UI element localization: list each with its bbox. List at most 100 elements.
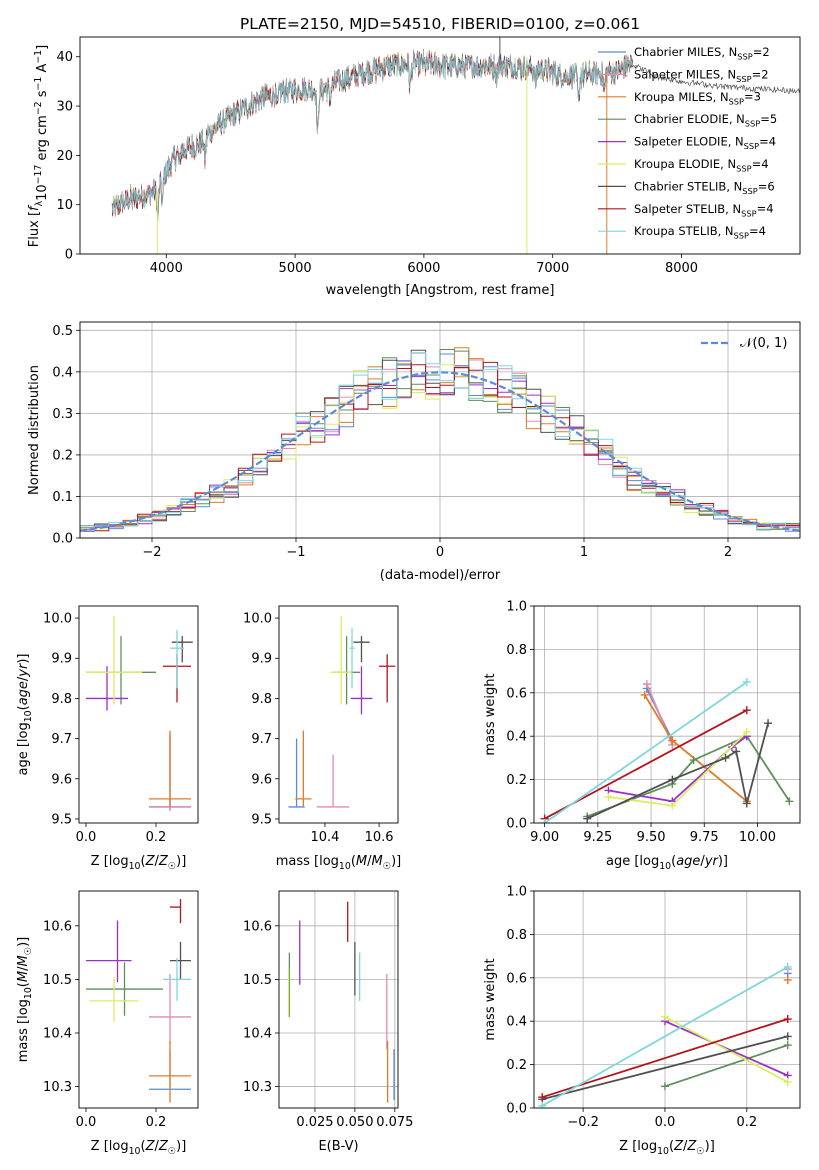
errorbar-kroupa_miles bbox=[295, 730, 312, 807]
series-marker-kroupa_stelib bbox=[540, 819, 549, 823]
z_age-xlabel-part: Z bbox=[145, 854, 156, 869]
legend-label-chabrier_stelib-part: Chabrier STELIB, N bbox=[634, 179, 742, 193]
z_mass-xlabel-part: Z bbox=[158, 1139, 169, 1154]
y-tick-label: 10.4 bbox=[243, 1026, 272, 1041]
y-tick-label: 0.3 bbox=[52, 407, 73, 422]
y-tick-label: 9.9 bbox=[51, 652, 72, 667]
x-tick-label: 6000 bbox=[407, 261, 440, 276]
series-marker-kroupa_stelib bbox=[742, 677, 751, 686]
y-tick-label: 0.0 bbox=[506, 817, 527, 832]
x-tick-label: 9.00 bbox=[530, 830, 559, 845]
z_age-ylabel-part: 10 bbox=[23, 710, 34, 722]
axes-frame bbox=[78, 605, 199, 824]
z_weight-xlabel-part: Z bbox=[686, 1139, 697, 1154]
gaussian-curve bbox=[80, 371, 800, 532]
axes-spectrum: 4000 5000 6000 7000 8000 0 10 20 30 40 wavelength … bbox=[27, 36, 801, 298]
x-tick-label: 0.2 bbox=[146, 1115, 167, 1130]
errorbar-salpeter_elodie bbox=[350, 666, 373, 715]
legend-label-kroupa_stelib: Kroupa STELIB, NSSP=4 bbox=[634, 224, 766, 241]
x-tick-label: 9.75 bbox=[690, 830, 719, 845]
z_age-ylabel-part: / bbox=[16, 676, 31, 681]
series-line-chabrier_elodie bbox=[664, 1044, 788, 1088]
y-tick-label: 0 bbox=[65, 248, 73, 263]
legend-label-chabrier_stelib-part: SSP bbox=[742, 186, 757, 196]
series-marker-chabrier_stelib bbox=[732, 747, 741, 756]
z_mass-xlabel: Z [log10(Z/Z☉)] bbox=[91, 1139, 187, 1157]
z_mass-xlabel-part: ( bbox=[141, 1139, 146, 1154]
legend-label-kroupa_stelib-part: =4 bbox=[749, 224, 766, 238]
legend-label-chabrier_elodie-part: Chabrier ELODIE, N bbox=[634, 112, 745, 126]
spectrum-ylabel-part: 10 bbox=[35, 184, 50, 201]
y-tick-label: 9.7 bbox=[251, 732, 272, 747]
legend-label-chabrier_stelib-part: =6 bbox=[758, 179, 775, 193]
y-tick-label: 10.3 bbox=[243, 1080, 272, 1095]
series-marker-kroupa_elodie bbox=[783, 1077, 792, 1086]
spectrum-model-kroupa_stelib bbox=[111, 51, 633, 222]
errorbar-chabrier_stelib bbox=[170, 941, 191, 980]
legend-label-chabrier_elodie: Chabrier ELODIE, NSSP=5 bbox=[634, 112, 777, 129]
spectrum-ylabel-part: −17 bbox=[33, 165, 44, 185]
spectrum-ylabel-part: λ bbox=[34, 200, 45, 206]
series-marker-kroupa_elodie bbox=[742, 727, 751, 736]
plot-area-residual_hist bbox=[80, 347, 800, 532]
series-line-kroupa_stelib bbox=[541, 966, 789, 1107]
spectrum-ylabel-part: −1 bbox=[33, 50, 44, 64]
errorbar-salpeter_miles bbox=[316, 754, 350, 808]
z_age-xlabel-part: 10 bbox=[129, 861, 141, 872]
legend-label-salpeter_elodie-part: Salpeter ELODIE, N bbox=[634, 135, 744, 149]
x-tick-label: 0.2 bbox=[146, 830, 167, 845]
x-tick-label: 0.025 bbox=[296, 1115, 333, 1130]
legend-label-salpeter_miles: Salpeter MILES, NSSP=2 bbox=[634, 67, 769, 84]
age_weight-xlabel-part: yr bbox=[704, 854, 720, 869]
legend-label-kroupa_miles-part: SSP bbox=[729, 96, 744, 106]
y-tick-label: 20 bbox=[56, 149, 73, 164]
errorbar-chabrier_stelib bbox=[353, 636, 370, 663]
spectrum-ylabel-part: −2 bbox=[33, 101, 44, 115]
series-marker-chabrier_stelib bbox=[742, 799, 751, 808]
z_weight-xlabel-part: 10 bbox=[657, 1146, 669, 1157]
y-tick-label: 0.2 bbox=[506, 773, 527, 788]
y-tick-label: 9.7 bbox=[51, 732, 72, 747]
legend-label-salpeter_elodie: Salpeter ELODIE, NSSP=4 bbox=[634, 134, 776, 151]
z_mass-xlabel-part: / bbox=[154, 1139, 159, 1154]
hist-steps-chabrier_elodie bbox=[80, 349, 800, 531]
mass_age-xlabel-part: ☉ bbox=[383, 861, 391, 872]
y-tick-label: 0.5 bbox=[52, 324, 73, 339]
series-line-salpeter_stelib bbox=[544, 709, 748, 820]
series-marker-kroupa_elodie bbox=[604, 792, 613, 801]
series-line-kroupa_elodie bbox=[664, 1016, 789, 1083]
y-tick-label: 10.5 bbox=[43, 973, 72, 988]
x-tick-label: 0.0 bbox=[655, 1115, 676, 1130]
series-marker-salpeter_stelib bbox=[742, 706, 751, 715]
x-tick-label: 0.075 bbox=[376, 1115, 413, 1130]
series-marker-salpeter_stelib bbox=[538, 1093, 547, 1102]
spectrum-ylabel-part: erg cm bbox=[35, 115, 50, 164]
legend-label-kroupa_elodie-part: Kroupa ELODIE, N bbox=[634, 157, 736, 171]
series-marker-kroupa_miles bbox=[640, 690, 649, 699]
z_mass-xlabel-part: )] bbox=[176, 1139, 186, 1154]
z_weight-ylabel: mass weight bbox=[483, 958, 498, 1040]
y-tick-label: 1.0 bbox=[506, 885, 527, 900]
x-tick-label: 0.0 bbox=[76, 1115, 97, 1130]
errorbar-kroupa_elodie bbox=[86, 616, 142, 705]
z_age-xlabel-part: ☉ bbox=[168, 861, 176, 872]
y-tick-label: 40 bbox=[56, 50, 73, 65]
x-tick-label: 10.4 bbox=[311, 830, 340, 845]
x-tick-label: 0.050 bbox=[336, 1115, 373, 1130]
legend-label-chabrier_stelib: Chabrier STELIB, NSSP=6 bbox=[634, 179, 775, 196]
axes-frame bbox=[533, 605, 801, 824]
legend-label-chabrier_elodie-part: SSP bbox=[745, 119, 760, 129]
series-marker-salpeter_stelib bbox=[783, 1015, 792, 1024]
y-tick-label: 10.4 bbox=[43, 1026, 72, 1041]
y-tick-label: 30 bbox=[56, 100, 73, 115]
errorbar-salpeter_elodie bbox=[86, 666, 128, 711]
y-tick-label: 9.6 bbox=[251, 772, 272, 787]
axes-z_weight: −0.2 0.0 0.20.00.20.40.60.81.0Z [log10(Z/Z… bbox=[483, 885, 801, 1157]
axis-decor-age_weight: 9.00 9.25 9.50 9.75 10.00 0.0 0.2 0.4 0.6 0.8 1.0 a… bbox=[483, 600, 801, 872]
y-tick-label: 0.0 bbox=[506, 1102, 527, 1117]
errorbar-kroupa_elodie bbox=[89, 976, 139, 1023]
y-tick-label: 0.0 bbox=[52, 532, 73, 547]
